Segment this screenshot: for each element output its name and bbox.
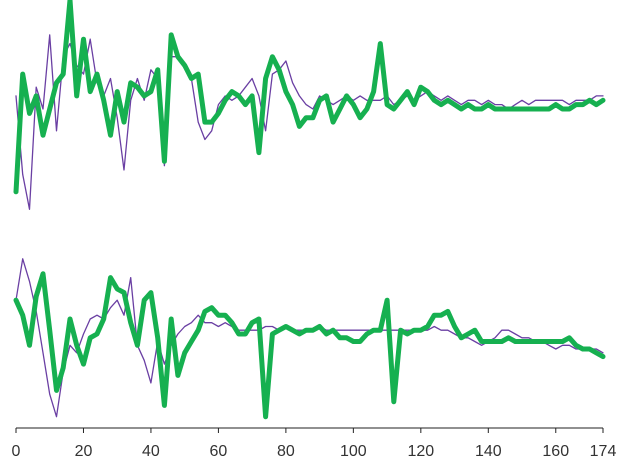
series-line-thick xyxy=(13,271,606,420)
x-tick-label: 100 xyxy=(340,443,367,460)
x-tick-label: 60 xyxy=(210,443,228,460)
x-tick-label: 160 xyxy=(542,443,569,460)
series-line-thin xyxy=(15,34,604,210)
x-tick-label: 20 xyxy=(75,443,93,460)
panel-1 xyxy=(13,0,606,210)
series-line-thick xyxy=(13,0,606,195)
x-tick-label: 80 xyxy=(277,443,295,460)
x-tick-label: 40 xyxy=(142,443,160,460)
plot-panels xyxy=(13,0,606,420)
x-axis: 0 20 40 60 80 100 120 140 160 174 xyxy=(12,427,617,460)
x-tick-label: 140 xyxy=(475,443,502,460)
x-tick-label: 174 xyxy=(590,443,617,460)
panel-2 xyxy=(13,258,606,420)
x-tick-label: 120 xyxy=(407,443,434,460)
series-line-thin xyxy=(15,258,604,418)
x-tick-label: 0 xyxy=(12,443,21,460)
